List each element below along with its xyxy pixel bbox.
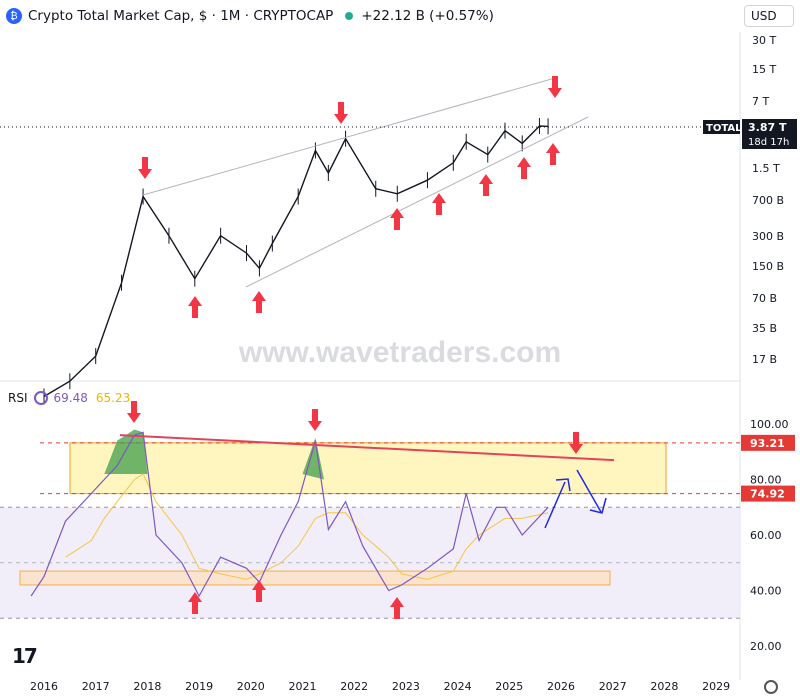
rsi-ma-value: 65.23: [95, 391, 131, 405]
rsi-scale-label: 20.00: [750, 640, 782, 653]
rsi-low-arrow-shaft: [394, 605, 400, 619]
price-low-arrow-shaft: [483, 182, 489, 196]
price-low-arrow: [252, 291, 266, 301]
x-axis-label: 2019: [185, 680, 213, 693]
rsi-support-zone: [19, 570, 611, 586]
x-axis-label: 2029: [702, 680, 730, 693]
price-scale-label: 7 T: [752, 95, 769, 108]
rsi-value: 69.48: [53, 391, 88, 405]
price-scale-label: 1.5 T: [752, 162, 780, 175]
watermark-text: www.wavetraders.com: [238, 336, 561, 369]
rsi-series: [30, 431, 549, 598]
price-low-arrow: [546, 143, 560, 153]
rsi-scale-label: 100.00: [750, 418, 789, 431]
price-low-arrow-shaft: [394, 216, 400, 230]
market-status-icon: [345, 12, 354, 20]
price-scale-label: 35 B: [752, 322, 777, 335]
rsi-top-arrow: [127, 413, 141, 423]
rsi-trendline: [119, 434, 615, 462]
price-top-arrow: [138, 169, 152, 179]
last-price-symbol: TOTAL: [706, 123, 742, 134]
chart-title[interactable]: Crypto Total Market Cap, $ · 1M · CRYPTO…: [28, 8, 334, 24]
price-scale-label: 300 B: [752, 230, 784, 243]
rsi-low-arrow: [252, 580, 266, 590]
price-low-arrow: [517, 157, 531, 167]
rsi-header: RSI 69.48 65.23: [8, 391, 130, 405]
rsi-top-arrow-shaft: [573, 432, 579, 446]
price-scale-label: 70 B: [752, 292, 777, 305]
price-low-arrow-shaft: [521, 165, 527, 179]
x-axis-label: 2020: [237, 680, 265, 693]
rsi-low-arrow: [188, 592, 202, 602]
price-top-arrow-shaft: [338, 102, 344, 116]
price-top-arrow-shaft: [142, 157, 148, 171]
wedge-upper-line: [142, 77, 556, 196]
rsi-ma-series: [65, 473, 549, 580]
x-axis-label: 2028: [650, 680, 678, 693]
rsi-marker-lower: 74.92: [750, 488, 785, 501]
price-low-arrow-shaft: [192, 304, 198, 318]
rsi-top-arrow-shaft: [131, 401, 137, 415]
x-axis-label: 2018: [133, 680, 161, 693]
rsi-scale-label: 60.00: [750, 529, 782, 542]
projection-up: [544, 481, 566, 529]
last-price-countdown: 18d 17h: [748, 137, 789, 148]
rsi-settings-icon[interactable]: [33, 391, 48, 405]
price-change: +22.12 B (+0.57%): [361, 8, 494, 24]
last-price-symbol-box: [703, 120, 740, 134]
rsi-marker-lower-box: [741, 485, 795, 502]
x-axis-label: 2026: [547, 680, 575, 693]
wedge-lower-line: [245, 116, 589, 288]
x-axis-label: 2025: [495, 680, 523, 693]
rsi-low-arrow-shaft: [256, 588, 262, 602]
rsi-top-arrow: [569, 444, 583, 454]
rsi-low-arrow: [390, 597, 404, 607]
rsi-marker-upper: 93.21: [750, 437, 785, 450]
x-axis-label: 2023: [392, 680, 420, 693]
rsi-low-arrow-shaft: [192, 600, 198, 614]
price-low-arrow: [188, 296, 202, 306]
price-low-arrow: [479, 174, 493, 184]
rsi-scale-label: 40.00: [750, 585, 782, 598]
x-axis-label: 2024: [444, 680, 472, 693]
projection-down-head: [589, 497, 607, 514]
price-top-arrow: [548, 88, 562, 98]
price-low-arrow-shaft: [550, 151, 556, 165]
settings-gear-icon[interactable]: [764, 680, 778, 694]
symbol-logo-icon: ₿: [6, 8, 22, 24]
price-low-arrow: [432, 193, 446, 203]
x-axis-label: 2022: [340, 680, 368, 693]
rsi-marker-upper-box: [741, 434, 795, 451]
price-low-arrow-shaft: [256, 299, 262, 313]
projection-down: [576, 469, 602, 513]
x-axis-label: 2017: [82, 680, 110, 693]
currency-selector[interactable]: USD: [744, 5, 794, 27]
tradingview-logo[interactable]: 17: [12, 644, 38, 668]
price-scale-label: 17 B: [752, 353, 777, 366]
rsi-top-arrow: [308, 421, 322, 431]
price-scale-label: 700 B: [752, 194, 784, 207]
last-price-box: [742, 119, 797, 149]
price-low-arrow: [390, 208, 404, 218]
projection-up-head: [555, 478, 571, 492]
price-low-arrow-shaft: [436, 201, 442, 215]
rsi-scale-label: 80.00: [750, 474, 782, 487]
price-top-arrow: [334, 114, 348, 124]
rsi-overbought-fill: [104, 429, 148, 474]
x-axis-label: 2021: [289, 680, 317, 693]
price-scale-label: 30 T: [752, 34, 776, 47]
last-price-value: 3.87 T: [748, 121, 787, 134]
x-axis-label: 2027: [599, 680, 627, 693]
x-axis-label: 2016: [30, 680, 58, 693]
chart-header: ₿ Crypto Total Market Cap, $ · 1M · CRYP…: [0, 0, 494, 32]
price-scale-label: 15 T: [752, 63, 776, 76]
rsi-label: RSI: [8, 391, 28, 405]
price-top-arrow-shaft: [552, 76, 558, 90]
price-scale-label: 150 B: [752, 260, 784, 273]
rsi-top-arrow-shaft: [312, 409, 318, 423]
